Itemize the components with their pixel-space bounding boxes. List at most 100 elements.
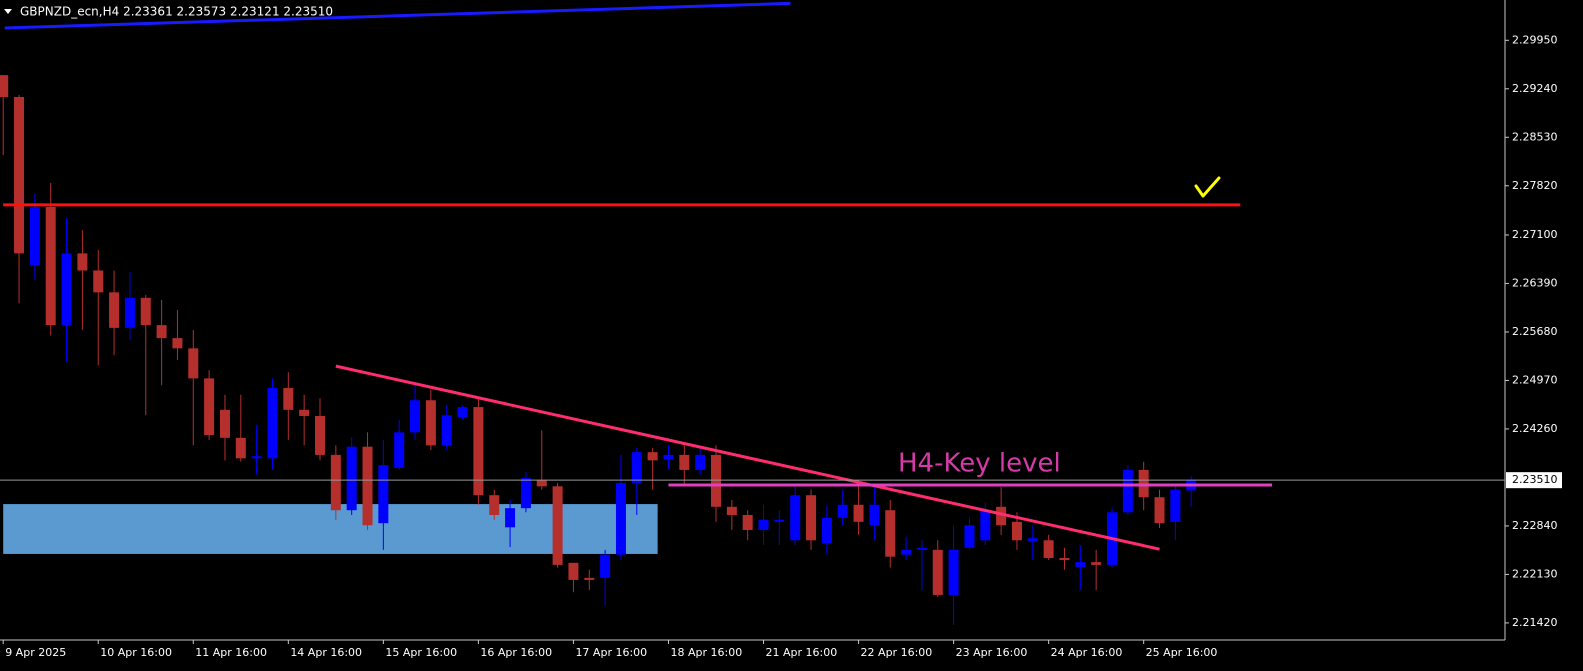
candle-body bbox=[0, 75, 9, 97]
candle-body bbox=[1122, 469, 1133, 513]
candle-body bbox=[204, 378, 215, 436]
x-tick-label: 23 Apr 16:00 bbox=[956, 646, 1028, 659]
x-tick-label: 11 Apr 16:00 bbox=[195, 646, 267, 659]
candle-body bbox=[536, 480, 547, 487]
candle-body bbox=[1170, 489, 1181, 522]
candle-body bbox=[615, 482, 626, 555]
candle-body bbox=[61, 253, 72, 326]
candle-body bbox=[774, 519, 785, 522]
y-tick-label: 2.29240 bbox=[1512, 82, 1558, 95]
candle-body bbox=[172, 338, 183, 349]
candle-body bbox=[346, 446, 357, 511]
y-tick-label: 2.24260 bbox=[1512, 422, 1558, 435]
y-tick-label: 2.27100 bbox=[1512, 228, 1558, 241]
candle-body bbox=[584, 577, 595, 580]
check-mark bbox=[1194, 176, 1221, 198]
candle-body bbox=[695, 454, 706, 470]
candle-body bbox=[93, 270, 104, 293]
x-tick-label: 25 Apr 16:00 bbox=[1146, 646, 1218, 659]
candle-body bbox=[568, 562, 579, 580]
candle-body bbox=[711, 454, 721, 507]
candle-body bbox=[916, 547, 927, 550]
chart-title: GBPNZD_ecn,H4 2.23361 2.23573 2.23121 2.… bbox=[20, 5, 333, 19]
candle-body bbox=[457, 407, 468, 418]
zone bbox=[3, 504, 658, 554]
candle-body bbox=[109, 292, 120, 328]
candle-body bbox=[948, 549, 959, 595]
candle-body bbox=[932, 549, 943, 595]
candle-body bbox=[251, 456, 262, 459]
candle-body bbox=[520, 478, 531, 509]
candle-body bbox=[425, 400, 436, 446]
x-tick-label: 10 Apr 16:00 bbox=[100, 646, 172, 659]
candle-body bbox=[1043, 540, 1054, 559]
annotation: H4-Key level bbox=[898, 449, 1061, 479]
candle-body bbox=[869, 504, 880, 526]
current-price-box bbox=[1506, 472, 1562, 489]
candle-body bbox=[14, 96, 25, 254]
y-tick-label: 2.24970 bbox=[1512, 373, 1558, 386]
menu-arrow[interactable] bbox=[4, 9, 12, 14]
x-tick-label: 17 Apr 16:00 bbox=[575, 646, 647, 659]
candle-body bbox=[29, 206, 40, 266]
candle-body bbox=[410, 400, 421, 433]
candle-body bbox=[283, 387, 294, 410]
x-tick-label: 16 Apr 16:00 bbox=[480, 646, 552, 659]
y-tick-label: 2.26390 bbox=[1512, 276, 1558, 289]
candle-body bbox=[853, 504, 864, 522]
x-tick-label: 21 Apr 16:00 bbox=[766, 646, 838, 659]
candle-body bbox=[1059, 558, 1070, 561]
candle-body bbox=[996, 506, 1007, 526]
y-tick-label: 2.22130 bbox=[1512, 567, 1558, 580]
candle-body bbox=[140, 297, 151, 326]
x-tick-label: 9 Apr 2025 bbox=[5, 646, 66, 659]
zones bbox=[3, 504, 658, 554]
candle-body bbox=[837, 504, 848, 518]
candle-body bbox=[663, 454, 674, 459]
candle-body bbox=[362, 446, 373, 526]
candle-body bbox=[330, 454, 341, 511]
candle-body bbox=[726, 506, 737, 516]
candle-body bbox=[489, 495, 500, 516]
candle-body bbox=[980, 510, 991, 541]
candle-body bbox=[742, 515, 753, 531]
y-tick-label: 2.28530 bbox=[1512, 130, 1558, 143]
candle-body bbox=[1011, 521, 1022, 541]
candle-body bbox=[315, 415, 325, 455]
current-price-label: 2.23510 bbox=[1512, 473, 1558, 486]
candle-body bbox=[267, 387, 278, 459]
trend-line bbox=[335, 364, 1160, 551]
candle-body bbox=[441, 415, 452, 446]
candle-body bbox=[1091, 562, 1102, 565]
candle-body bbox=[219, 409, 230, 438]
trend-line bbox=[4, 1, 791, 30]
candle-body bbox=[473, 407, 484, 496]
candle-body bbox=[552, 486, 563, 565]
candle-body bbox=[1075, 562, 1086, 567]
candle-body bbox=[600, 554, 611, 578]
candle-body bbox=[378, 465, 389, 524]
candle-body bbox=[790, 495, 801, 541]
candle-body bbox=[631, 452, 642, 483]
candle-body bbox=[806, 495, 817, 541]
candle-body bbox=[679, 454, 690, 470]
candle-body bbox=[1154, 497, 1165, 524]
y-tick-label: 2.29950 bbox=[1512, 33, 1558, 46]
candle-body bbox=[964, 525, 975, 548]
candle-body bbox=[235, 437, 246, 459]
candle-body bbox=[77, 253, 88, 271]
candle-body bbox=[885, 510, 896, 557]
drawn-lines bbox=[3, 1, 1272, 551]
y-tick-label: 2.22840 bbox=[1512, 519, 1558, 532]
candle-body bbox=[188, 348, 199, 379]
candle-body bbox=[821, 517, 832, 544]
x-tick-label: 24 Apr 16:00 bbox=[1051, 646, 1123, 659]
candle-body bbox=[394, 432, 405, 468]
candle-body bbox=[901, 549, 912, 555]
candle-body bbox=[1027, 538, 1038, 541]
x-tick-label: 15 Apr 16:00 bbox=[385, 646, 457, 659]
x-tick-label: 22 Apr 16:00 bbox=[861, 646, 933, 659]
y-tick-label: 2.27820 bbox=[1512, 179, 1558, 192]
